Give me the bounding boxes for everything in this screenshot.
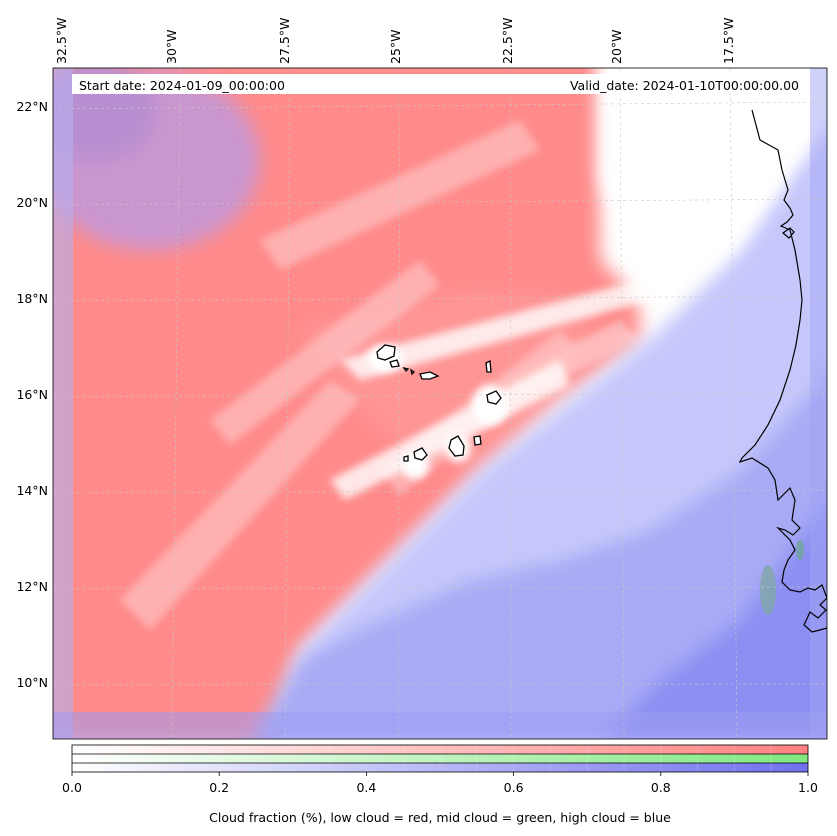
lat-tick-label: 12°N (16, 579, 48, 594)
colorbar-tick-label: 0.0 (62, 780, 82, 795)
start-date-label: Start date: 2024-01-09_00:00:00 (79, 78, 285, 93)
map-frame (52, 67, 828, 740)
latitude-tick-labels: 22°N 20°N 18°N 16°N 14°N 12°N 10°N (16, 99, 48, 690)
cloud-field (53, 68, 827, 739)
longitude-tick-labels: 32.5°W 30°W 27.5°W 25°W 22.5°W 20°W 17.5… (54, 18, 736, 64)
lon-tick-label: 25°W (388, 29, 403, 64)
lon-tick-label: 32.5°W (54, 18, 69, 64)
lat-tick-label: 20°N (16, 195, 48, 210)
colorbar-high-cloud (72, 763, 808, 772)
colorbar-low-cloud (72, 745, 808, 754)
colorbar-tick-label: 0.8 (651, 780, 671, 795)
date-annotation-box (72, 74, 805, 94)
colorbar-tick-label: 0.2 (209, 780, 229, 795)
coastline (738, 109, 827, 633)
lon-tick-label: 17.5°W (721, 18, 736, 64)
lat-tick-label: 14°N (16, 483, 48, 498)
lon-tick-label: 22.5°W (500, 18, 515, 64)
cape-verde-islands (376, 344, 502, 462)
colorbar-mid-cloud (72, 754, 808, 763)
lon-tick-label: 20°W (609, 29, 624, 64)
valid-date-label: Valid_date: 2024-01-10T00:00:00.00 (570, 78, 799, 93)
lat-tick-label: 22°N (16, 99, 48, 114)
colorbar: 0.0 0.2 0.4 0.6 0.8 1.0 Cloud fraction (%), l… (62, 744, 818, 825)
graticule (53, 68, 827, 739)
colorbar-tick-label: 0.6 (504, 780, 524, 795)
lat-tick-label: 16°N (16, 387, 48, 402)
lat-tick-label: 18°N (16, 291, 48, 306)
colorbar-caption: Cloud fraction (%), low cloud = red, mid… (209, 810, 671, 825)
lat-tick-label: 10°N (16, 675, 48, 690)
lon-tick-label: 27.5°W (277, 18, 292, 64)
lon-tick-label: 30°W (164, 29, 179, 64)
colorbar-tick-label: 0.4 (356, 780, 376, 795)
colorbar-tick-label: 1.0 (798, 780, 818, 795)
